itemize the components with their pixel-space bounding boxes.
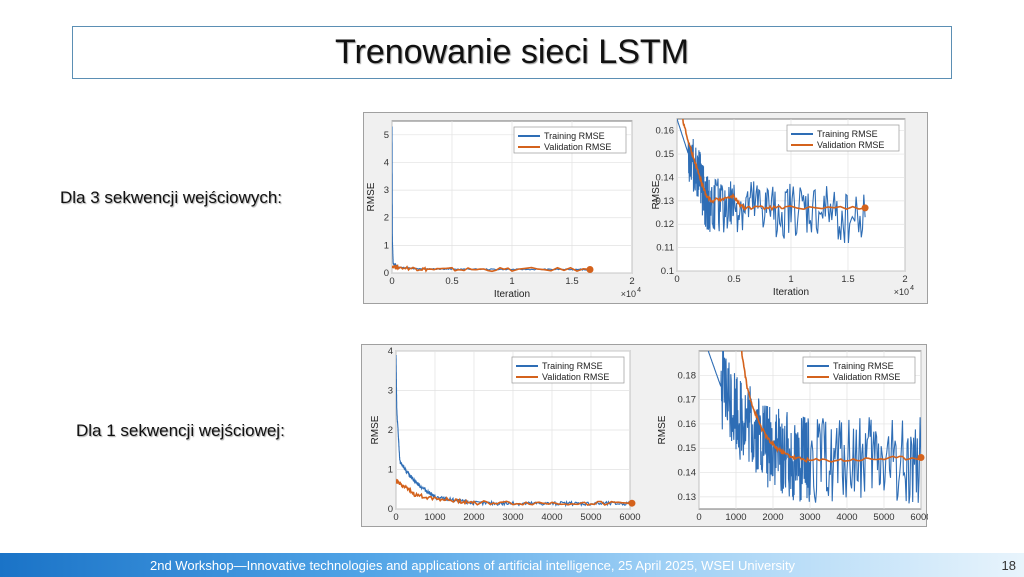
x-exponent-label: ×10 [621, 289, 636, 299]
x-tick-label: 5000 [873, 512, 894, 523]
series-group [396, 355, 630, 508]
y-tick-label: 0 [384, 268, 389, 279]
training-plot-panel-1-sequence: 0 1000 2000 3000 4000 5000 6000 0 1 2 3 4 RMSE Traini… [361, 344, 928, 527]
x-tick-label: 6000 [910, 512, 928, 523]
y-tick-label: 1 [384, 240, 389, 251]
validation-final-marker [917, 453, 925, 461]
slide-title: Trenowanie sieci LSTM [335, 33, 689, 71]
chart-zoom-1-sequence: 0 1000 2000 3000 4000 5000 6000 0.13 0.14 0.15 0.1… [657, 350, 928, 523]
x-tick-label: 6000 [619, 512, 640, 523]
series-group [392, 126, 591, 273]
y-tick-label: 0.13 [678, 492, 697, 503]
x-tick-label: 0.5 [445, 276, 458, 287]
x-tick-label: 0 [696, 512, 701, 523]
x-tick-label: 1 [509, 276, 514, 287]
y-tick-label: 1 [388, 465, 393, 476]
legend-box [513, 126, 627, 154]
y-axis-label: RMSE [651, 180, 662, 209]
legend-box [802, 356, 916, 384]
training-rmse-line [707, 351, 921, 504]
x-tick-label: 0 [674, 274, 679, 285]
footer-text: 2nd Workshop—Innovative technologies and… [150, 558, 796, 573]
y-tick-label: 5 [384, 130, 389, 141]
y-axis-label: RMSE [657, 415, 668, 444]
y-tick-label: 0.17 [678, 395, 697, 406]
x-exponent-label: ×10 [894, 287, 909, 297]
x-tick-label: 0 [393, 512, 398, 523]
y-tick-label: 2 [388, 425, 393, 436]
training-rmse-line [677, 119, 866, 244]
legend-box [786, 124, 900, 152]
page-number: 18 [1001, 558, 1016, 573]
x-tick-label: 1000 [725, 512, 746, 523]
y-tick-label: 4 [388, 346, 393, 357]
y-tick-label: 0.11 [656, 243, 674, 254]
y-tick-label: 3 [388, 386, 393, 397]
row-label-1-sequence: Dla 1 sekwencji wejściowej: [76, 421, 285, 440]
x-axis-label: Iteration [494, 289, 530, 300]
y-axis-label: RMSE [366, 182, 377, 211]
legend-label: Validation RMSE [817, 140, 884, 150]
legend-label: Validation RMSE [544, 142, 611, 152]
x-tick-label: 2000 [762, 512, 783, 523]
x-tick-label: 1000 [424, 512, 445, 523]
validation-final-marker [586, 265, 594, 273]
validation-final-marker [861, 204, 869, 212]
y-axis-label: RMSE [370, 415, 381, 444]
x-axis-label: Iteration [773, 287, 809, 298]
legend-label: Training RMSE [544, 131, 605, 141]
y-tick-label: 0.12 [656, 219, 675, 230]
y-tick-label: 0.16 [678, 419, 697, 430]
x-tick-label: 5000 [580, 512, 601, 523]
x-tick-label: 2 [902, 274, 907, 285]
x-tick-label: 3000 [799, 512, 820, 523]
footer-bar: 2nd Workshop—Innovative technologies and… [0, 553, 1024, 577]
validation-rmse-line [392, 264, 591, 273]
x-tick-label: 2 [629, 276, 634, 287]
x-exponent-power: 4 [910, 285, 914, 292]
legend-label: Training RMSE [817, 129, 878, 139]
y-tick-label: 0.16 [656, 126, 675, 137]
y-tick-label: 0.18 [678, 370, 697, 381]
x-tick-label: 0.5 [727, 274, 740, 285]
x-tick-label: 1.5 [841, 274, 854, 285]
y-tick-label: 0.15 [678, 443, 697, 454]
validation-rmse-line [740, 351, 921, 463]
validation-final-marker [628, 499, 636, 507]
x-tick-label: 1 [788, 274, 793, 285]
series-group [707, 351, 921, 504]
x-exponent-power: 4 [637, 287, 641, 294]
x-tick-label: 1.5 [565, 276, 578, 287]
chart-zoom-3-sequences: 0 0.5 1 1.5 2 0.1 0.11 0.12 0.13 0.14 0.15 0.16 RMSE… [651, 118, 914, 298]
validation-rmse-line [682, 119, 866, 212]
y-tick-label: 0.15 [656, 149, 675, 160]
y-tick-label: 0 [388, 504, 393, 515]
legend-label: Training RMSE [833, 361, 894, 371]
legend-label: Training RMSE [542, 361, 603, 371]
series-group [677, 119, 866, 244]
legend-box [511, 356, 625, 384]
x-tick-label: 3000 [502, 512, 523, 523]
y-tick-label: 0.1 [661, 266, 674, 277]
y-tick-label: 0.13 [656, 196, 675, 207]
validation-rmse-line [396, 478, 630, 507]
y-tick-label: 0.14 [656, 172, 675, 183]
training-plot-panel-3-sequences: 0 0.5 1 1.5 2 0 1 2 3 4 5 RMSE Iteration ×10 4 Training… [363, 112, 928, 304]
row-label-3-sequences: Dla 3 sekwencji wejściowych: [60, 188, 283, 207]
legend-label: Validation RMSE [542, 372, 609, 382]
x-tick-label: 4000 [836, 512, 857, 523]
chart-full-1-sequence: 0 1000 2000 3000 4000 5000 6000 0 1 2 3 4 RMSE Traini… [370, 346, 641, 523]
title-box: Trenowanie sieci LSTM [72, 26, 952, 79]
y-tick-label: 3 [384, 185, 389, 196]
x-tick-label: 2000 [463, 512, 484, 523]
y-tick-label: 2 [384, 213, 389, 224]
x-tick-label: 0 [389, 276, 394, 287]
y-tick-label: 0.14 [678, 468, 697, 479]
x-tick-label: 4000 [541, 512, 562, 523]
y-tick-label: 4 [384, 157, 389, 168]
legend-label: Validation RMSE [833, 372, 900, 382]
